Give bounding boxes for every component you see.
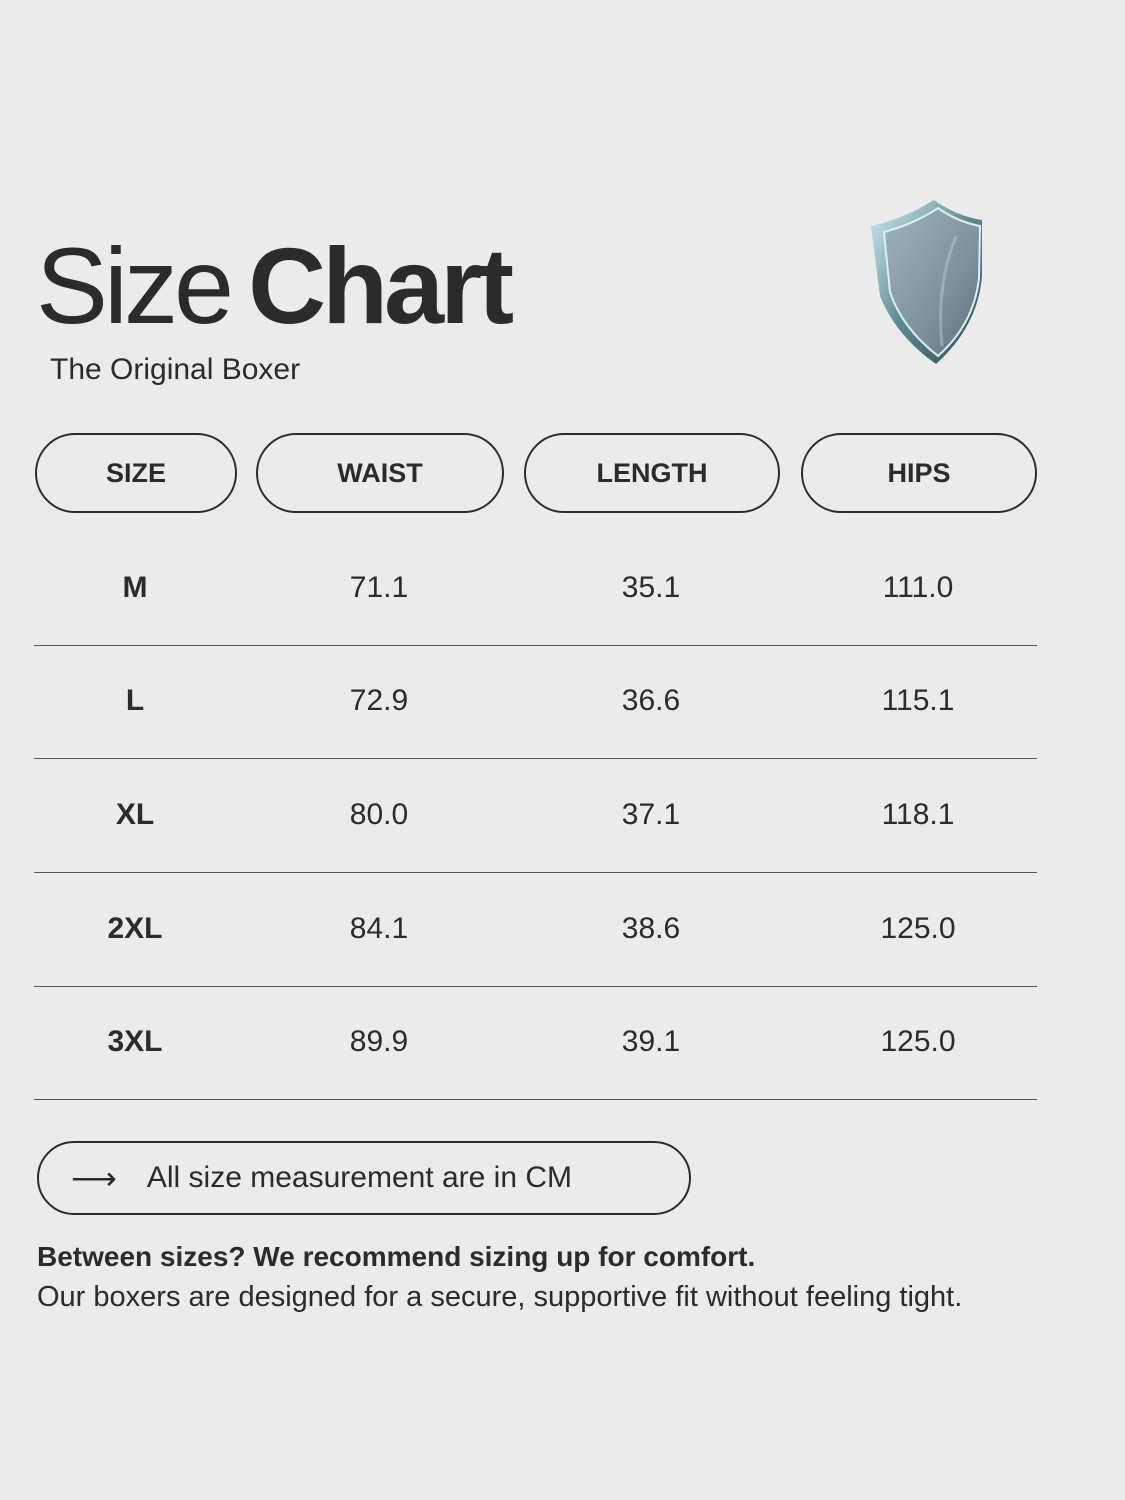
table-row: 2XL 84.1 38.6 125.0 [34, 872, 1037, 987]
table-row: M 71.1 35.1 111.0 [34, 531, 1037, 646]
table-row: 3XL 89.9 39.1 125.0 [34, 985, 1037, 1100]
cell-waist: 89.9 [349, 1025, 409, 1058]
cell-hips: 125.0 [880, 912, 956, 945]
page-title: Size Chart [36, 232, 514, 340]
cell-size: 2XL [107, 912, 163, 945]
table-row: XL 80.0 37.1 118.1 [34, 758, 1037, 873]
column-header-size: SIZE [35, 433, 237, 513]
cell-hips: 111.0 [882, 571, 954, 604]
cell-length: 35.1 [621, 571, 681, 604]
subtitle: The Original Boxer [50, 353, 301, 386]
recommendation-headline: Between sizes? We recommend sizing up fo… [37, 1241, 756, 1272]
title-light: Size [36, 225, 234, 346]
cell-length: 36.6 [621, 684, 681, 717]
recommendation-body: Our boxers are designed for a secure, su… [37, 1281, 963, 1313]
column-header-waist: WAIST [256, 433, 504, 513]
cell-waist: 84.1 [349, 912, 409, 945]
cell-hips: 118.1 [881, 798, 955, 831]
arrow-right-icon: ⟶ [71, 1160, 117, 1196]
cell-size: XL [115, 798, 155, 831]
cell-waist: 72.9 [349, 684, 409, 717]
cell-size: M [122, 571, 148, 604]
table-row: L 72.9 36.6 115.1 [34, 644, 1037, 759]
cell-size: L [125, 684, 145, 717]
title-bold: Chart [248, 225, 514, 346]
cell-length: 39.1 [621, 1025, 681, 1058]
units-note: ⟶ All size measurement are in CM [37, 1141, 691, 1215]
column-header-hips: HIPS [801, 433, 1037, 513]
shield-icon [871, 200, 982, 364]
cell-length: 38.6 [621, 912, 681, 945]
cell-hips: 115.1 [881, 684, 955, 717]
cell-hips: 125.0 [880, 1025, 956, 1058]
cell-size: 3XL [107, 1025, 163, 1058]
column-header-length: LENGTH [524, 433, 780, 513]
cell-waist: 80.0 [349, 798, 409, 831]
cell-waist: 71.1 [349, 571, 409, 604]
units-note-text: All size measurement are in CM [146, 1161, 573, 1194]
cell-length: 37.1 [621, 798, 681, 831]
